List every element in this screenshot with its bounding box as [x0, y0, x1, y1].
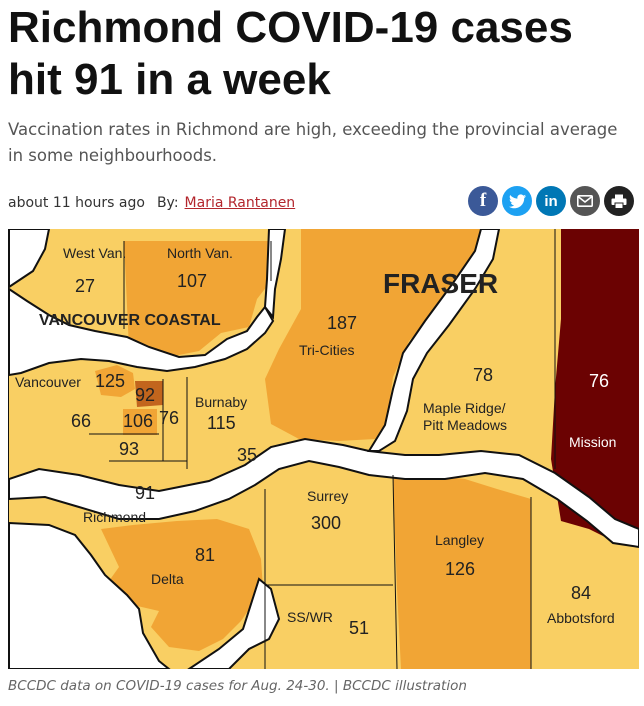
area-name-north-van: North Van.: [167, 245, 233, 261]
twitter-icon[interactable]: [502, 186, 532, 216]
area-name-delta: Delta: [151, 571, 184, 587]
email-icon[interactable]: [570, 186, 600, 216]
water-burrard-inlet: [9, 287, 275, 377]
water-fraser-river: [9, 437, 639, 549]
area-name-abbotsford: Abbotsford: [547, 610, 615, 626]
image-caption: BCCDC data on COVID-19 cases for Aug. 24…: [8, 678, 467, 694]
area-name-maple-ridge: Maple Ridge/Pitt Meadows: [423, 400, 507, 433]
author-link[interactable]: Maria Rantanen: [184, 195, 296, 211]
area-van-a: [135, 381, 163, 407]
area-cases-sswr: 51: [349, 618, 369, 638]
article-meta: about 11 hours ago By: Maria Rantanen: [8, 190, 295, 216]
region-label-fraser: FRASER: [383, 268, 498, 299]
area-cases-richmond: 91: [135, 483, 155, 503]
area-cases-mission: 76: [589, 371, 609, 391]
area-van-c: [123, 409, 157, 435]
area-cases-van-a: 92: [135, 385, 155, 405]
area-cases-north-van: 107: [177, 271, 207, 291]
area-name-surrey: Surrey: [307, 488, 348, 504]
region-label-vancouver-coastal: VANCOUVER COASTAL: [39, 312, 221, 329]
facebook-icon[interactable]: f: [468, 186, 498, 216]
linkedin-icon[interactable]: in: [536, 186, 566, 216]
area-vancouver: [95, 365, 135, 397]
area-cases-van-b: 66: [71, 411, 91, 431]
area-cases-van-d: 76: [159, 408, 179, 428]
district-boundaries: [89, 229, 556, 669]
share-bar: f in: [468, 186, 634, 216]
area-north-van: [124, 241, 271, 357]
area-cases-langley: 126: [445, 559, 475, 579]
article-headline: Richmond COVID-19 cases hit 91 in a week: [8, 3, 573, 104]
area-delta: [101, 519, 263, 651]
area-cases-delta: 81: [195, 545, 215, 565]
area-cases-new-west: 35: [237, 445, 257, 465]
byline-label: By:: [156, 195, 179, 211]
print-icon[interactable]: [604, 186, 634, 216]
article-subtitle: Vaccination rates in Richmond are high, …: [8, 120, 618, 165]
area-cases-van-c: 106: [123, 411, 153, 431]
area-mission: [551, 229, 639, 539]
area-name-sswr: SS/WR: [287, 609, 333, 625]
area-cases-maple-ridge: 78: [473, 365, 493, 385]
area-cases-surrey: 300: [311, 513, 341, 533]
twitter-bird-shape: [508, 193, 526, 208]
area-cases-van-e: 93: [119, 439, 139, 459]
area-name-richmond: Richmond: [83, 509, 146, 525]
timestamp: about 11 hours ago: [8, 195, 145, 211]
area-cases-vancouver: 125: [95, 371, 125, 391]
area-name-mission: Mission: [569, 434, 616, 450]
area-name-tri-cities: Tri-Cities: [299, 342, 354, 358]
area-name-langley: Langley: [435, 532, 484, 548]
water-north-fjord: [9, 229, 51, 289]
water-boundary-bay: [9, 521, 171, 669]
covid-cases-map: VANCOUVER COASTAL FRASER West Van. 27 No…: [8, 229, 639, 669]
water-indian-arm: [263, 229, 287, 320]
area-cases-abbotsford: 84: [571, 583, 591, 603]
area-name-burnaby: Burnaby: [195, 394, 247, 410]
area-cases-tri-cities: 187: [327, 313, 357, 333]
area-tri-cities: [265, 229, 481, 441]
water-pitt-river: [367, 229, 501, 452]
area-cases-west-van: 27: [75, 276, 95, 296]
area-name-west-van: West Van.: [63, 245, 126, 261]
envelope-shape: [577, 195, 593, 207]
area-name-vancouver: Vancouver: [15, 374, 81, 390]
printer-shape: [611, 194, 627, 209]
water-semiahmoo-bay: [187, 577, 281, 669]
area-langley: [393, 475, 531, 669]
area-cases-burnaby: 115: [207, 413, 236, 433]
